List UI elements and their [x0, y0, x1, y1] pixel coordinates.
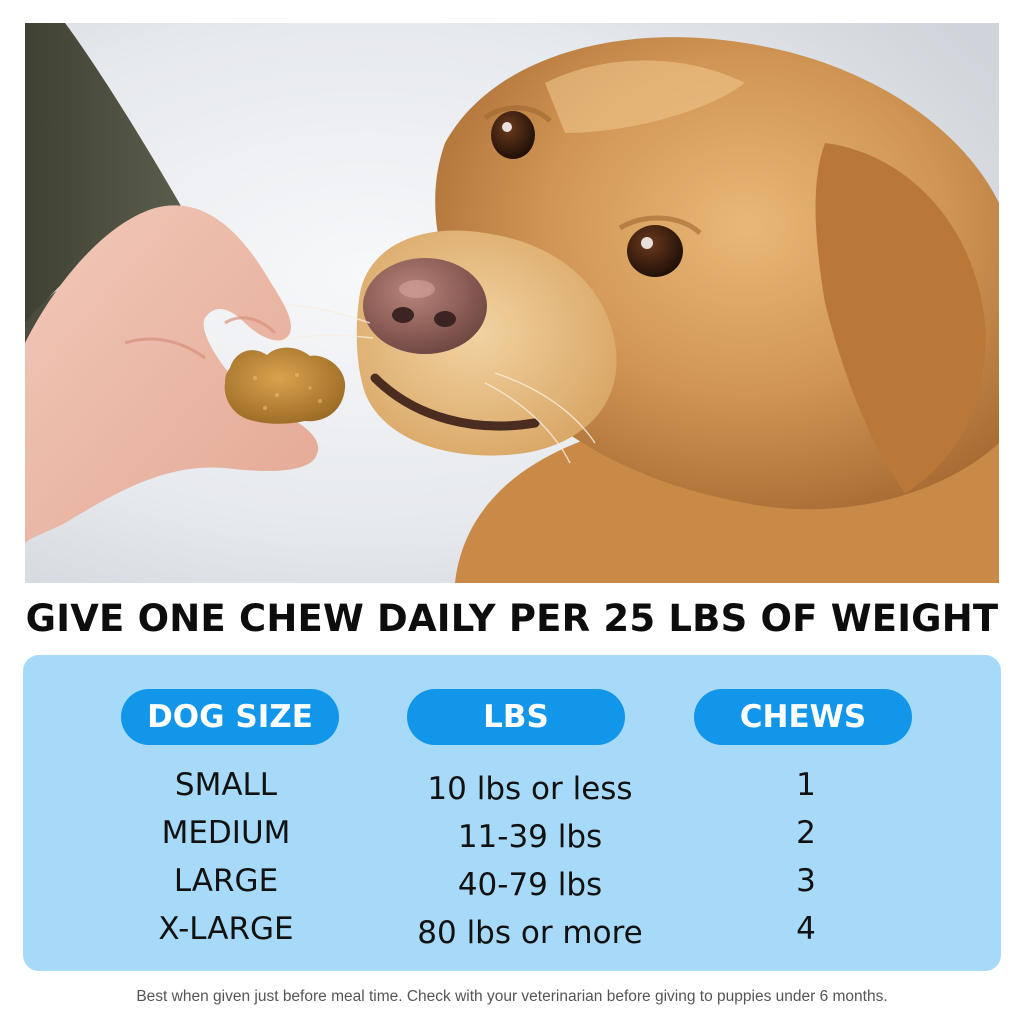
chews-cell: 3	[796, 863, 816, 899]
chews-column: 1 2 3 4	[656, 761, 956, 953]
lbs-column: 10 lbs or less 11-39 lbs 40-79 lbs 80 lb…	[380, 761, 680, 953]
lbs-cell: 10 lbs or less	[427, 771, 633, 807]
chews-cell: 2	[796, 815, 816, 851]
header-chews: CHEWS	[694, 689, 912, 745]
lbs-cell: 40-79 lbs	[457, 867, 603, 903]
size-cell: LARGE	[173, 863, 279, 899]
chews-cell: 1	[796, 767, 816, 803]
header-dog-size: DOG SIZE	[121, 689, 339, 745]
size-column: SMALL MEDIUM LARGE X-LARGE	[76, 761, 376, 953]
size-cell: MEDIUM	[161, 815, 291, 851]
size-cell: SMALL	[174, 767, 278, 803]
dog-photo	[25, 23, 999, 583]
chews-cell: 4	[796, 911, 816, 947]
footnote: Best when given just before meal time. C…	[136, 988, 888, 1005]
lbs-cell: 11-39 lbs	[457, 819, 603, 855]
header-lbs: LBS	[407, 689, 625, 745]
dosage-table: DOG SIZE LBS CHEWS SMALL MEDIUM LARGE X-…	[23, 655, 1001, 971]
headline: GIVE ONE CHEW DAILY PER 25 LBS OF WEIGHT	[25, 597, 999, 640]
size-cell: X-LARGE	[158, 911, 294, 947]
lbs-cell: 80 lbs or more	[417, 915, 643, 951]
